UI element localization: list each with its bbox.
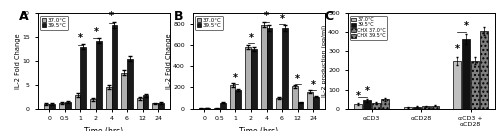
Bar	[90, 99, 96, 109]
Bar	[44, 104, 50, 109]
Y-axis label: IL-2 Fold Change: IL-2 Fold Change	[166, 33, 172, 89]
Bar	[127, 59, 133, 109]
Bar	[152, 103, 158, 109]
Text: *: *	[233, 73, 238, 83]
Bar	[142, 95, 148, 109]
Bar	[480, 31, 488, 109]
Bar	[381, 99, 390, 109]
Bar	[313, 97, 319, 109]
Text: *: *	[78, 33, 83, 43]
Bar	[430, 106, 439, 109]
Text: *: *	[365, 86, 370, 96]
Text: *: *	[295, 74, 300, 84]
Bar	[251, 49, 257, 109]
Bar	[204, 108, 210, 109]
Legend: 37.0°C, 39.5°C: 37.0°C, 39.5°C	[196, 16, 224, 30]
Bar	[220, 103, 226, 109]
Text: B: B	[174, 10, 184, 23]
Bar	[292, 86, 298, 109]
Bar	[462, 39, 470, 109]
Bar	[106, 87, 112, 109]
Text: *: *	[464, 21, 468, 31]
Bar	[453, 61, 462, 109]
Text: *: *	[94, 27, 98, 37]
Text: *: *	[248, 33, 254, 43]
Bar	[214, 108, 220, 109]
Bar	[363, 100, 372, 109]
Bar	[422, 106, 430, 109]
Bar	[230, 85, 235, 109]
Bar	[158, 103, 164, 109]
Bar	[65, 102, 71, 109]
Bar	[372, 103, 380, 109]
Bar	[236, 90, 242, 109]
Bar	[307, 92, 313, 109]
Bar	[121, 73, 127, 109]
Bar	[136, 98, 142, 109]
Text: A: A	[19, 10, 28, 23]
Bar	[276, 98, 282, 109]
Bar	[282, 28, 288, 109]
Bar	[112, 25, 117, 109]
Bar	[245, 47, 251, 109]
Bar	[198, 108, 204, 109]
Legend: 37.0°C, 39.5°C, CHX 37.0°C, CHX 39.5°C: 37.0°C, 39.5°C, CHX 37.0°C, CHX 39.5°C	[350, 16, 388, 40]
Text: *: *	[280, 14, 284, 24]
Bar	[80, 47, 86, 109]
Text: C: C	[324, 10, 333, 23]
Bar	[96, 41, 102, 109]
Bar	[50, 104, 56, 109]
Text: *: *	[109, 11, 114, 21]
Text: *: *	[310, 80, 316, 90]
Bar	[74, 95, 80, 109]
Legend: 37.0°C, 39.5°C: 37.0°C, 39.5°C	[40, 16, 68, 30]
Bar	[354, 104, 362, 109]
Bar	[471, 61, 480, 109]
Bar	[260, 25, 266, 109]
Text: *: *	[264, 11, 269, 21]
Bar	[266, 28, 272, 109]
Y-axis label: IL-2 Fold Change: IL-2 Fold Change	[14, 33, 20, 89]
X-axis label: Time (hrs): Time (hrs)	[84, 127, 124, 131]
Bar	[412, 107, 421, 109]
Bar	[404, 107, 412, 109]
X-axis label: Time (hrs): Time (hrs)	[239, 127, 279, 131]
Y-axis label: IL-2 production (pg/ml): IL-2 production (pg/ml)	[322, 25, 326, 97]
Text: *: *	[454, 44, 460, 54]
Bar	[59, 103, 65, 109]
Bar	[298, 102, 304, 109]
Text: *: *	[356, 91, 361, 101]
